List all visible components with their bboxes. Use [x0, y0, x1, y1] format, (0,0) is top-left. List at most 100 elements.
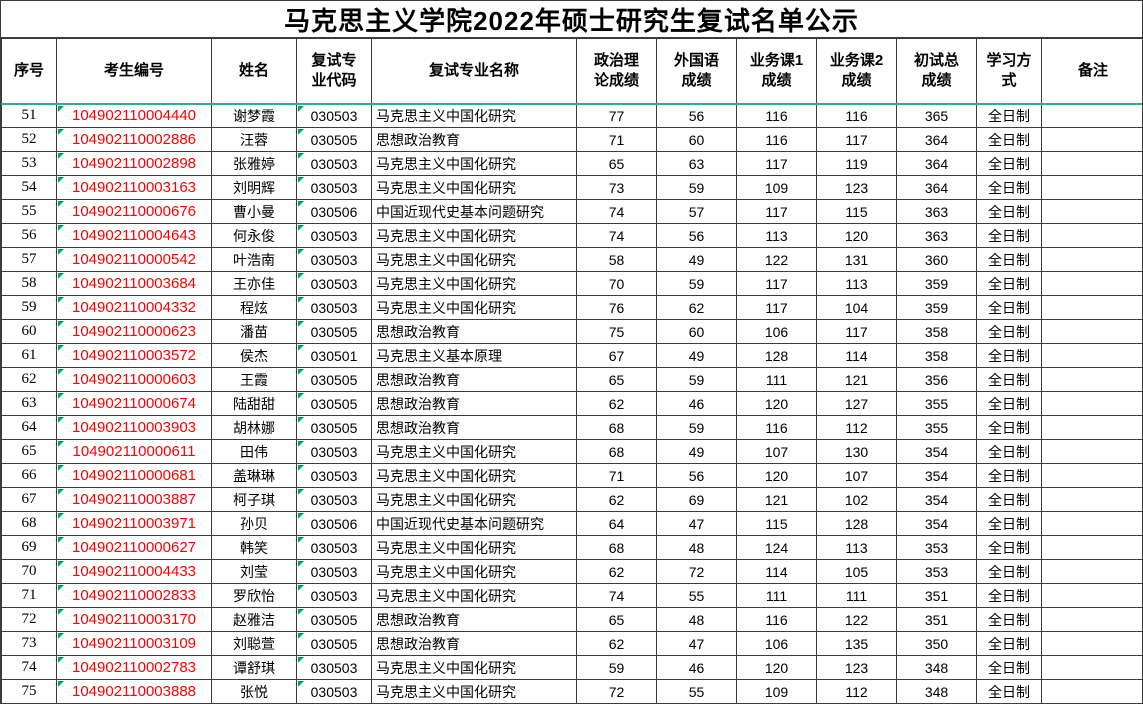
- cell-politics-score[interactable]: 71: [576, 463, 657, 488]
- cell-candidate-id[interactable]: 104902110002833: [56, 583, 212, 608]
- cell-study-mode[interactable]: 全日制: [976, 391, 1042, 416]
- cell-candidate-id[interactable]: 104902110002898: [56, 151, 212, 176]
- cell-seq[interactable]: 56: [1, 223, 57, 248]
- cell-subject2-score[interactable]: 127: [816, 391, 897, 416]
- cell-name[interactable]: 何永俊: [211, 223, 297, 248]
- cell-subject2-score[interactable]: 123: [816, 175, 897, 200]
- cell-total-score[interactable]: 359: [896, 295, 977, 320]
- cell-candidate-id[interactable]: 104902110003903: [56, 415, 212, 440]
- cell-seq[interactable]: 58: [1, 271, 57, 296]
- cell-foreign-language-score[interactable]: 49: [656, 439, 737, 464]
- cell-total-score[interactable]: 364: [896, 127, 977, 152]
- cell-major-code[interactable]: 030503: [296, 583, 372, 608]
- cell-candidate-id[interactable]: 104902110004643: [56, 223, 212, 248]
- cell-total-score[interactable]: 363: [896, 223, 977, 248]
- cell-total-score[interactable]: 354: [896, 463, 977, 488]
- cell-foreign-language-score[interactable]: 48: [656, 607, 737, 632]
- cell-total-score[interactable]: 354: [896, 439, 977, 464]
- cell-foreign-language-score[interactable]: 48: [656, 535, 737, 560]
- cell-foreign-language-score[interactable]: 57: [656, 199, 737, 224]
- cell-major-name[interactable]: 思想政治教育: [371, 631, 577, 656]
- cell-subject1-score[interactable]: 111: [736, 583, 817, 608]
- cell-subject1-score[interactable]: 116: [736, 415, 817, 440]
- cell-politics-score[interactable]: 58: [576, 247, 657, 272]
- cell-foreign-language-score[interactable]: 55: [656, 583, 737, 608]
- cell-total-score[interactable]: 348: [896, 679, 977, 703]
- cell-name[interactable]: 陆甜甜: [211, 391, 297, 416]
- cell-politics-score[interactable]: 77: [576, 103, 657, 128]
- cell-name[interactable]: 程炫: [211, 295, 297, 320]
- cell-politics-score[interactable]: 67: [576, 343, 657, 368]
- cell-study-mode[interactable]: 全日制: [976, 367, 1042, 392]
- cell-remarks[interactable]: [1041, 607, 1142, 632]
- cell-major-name[interactable]: 马克思主义中国化研究: [371, 439, 577, 464]
- cell-subject2-score[interactable]: 116: [816, 103, 897, 128]
- cell-remarks[interactable]: [1041, 487, 1142, 512]
- cell-major-code[interactable]: 030503: [296, 103, 372, 128]
- cell-name[interactable]: 柯子琪: [211, 487, 297, 512]
- cell-subject2-score[interactable]: 122: [816, 607, 897, 632]
- cell-foreign-language-score[interactable]: 49: [656, 343, 737, 368]
- cell-candidate-id[interactable]: 104902110003684: [56, 271, 212, 296]
- cell-seq[interactable]: 69: [1, 535, 57, 560]
- cell-subject2-score[interactable]: 119: [816, 151, 897, 176]
- cell-subject1-score[interactable]: 117: [736, 151, 817, 176]
- cell-seq[interactable]: 71: [1, 583, 57, 608]
- cell-remarks[interactable]: [1041, 199, 1142, 224]
- cell-name[interactable]: 刘明辉: [211, 175, 297, 200]
- cell-total-score[interactable]: 364: [896, 151, 977, 176]
- cell-subject1-score[interactable]: 128: [736, 343, 817, 368]
- cell-candidate-id[interactable]: 104902110000674: [56, 391, 212, 416]
- cell-subject2-score[interactable]: 121: [816, 367, 897, 392]
- cell-major-code[interactable]: 030505: [296, 631, 372, 656]
- cell-seq[interactable]: 75: [1, 679, 57, 703]
- cell-name[interactable]: 罗欣怡: [211, 583, 297, 608]
- cell-major-name[interactable]: 马克思主义中国化研究: [371, 175, 577, 200]
- cell-politics-score[interactable]: 65: [576, 607, 657, 632]
- cell-major-name[interactable]: 马克思主义中国化研究: [371, 223, 577, 248]
- cell-remarks[interactable]: [1041, 271, 1142, 296]
- cell-subject1-score[interactable]: 122: [736, 247, 817, 272]
- column-header-candidate-id[interactable]: 考生编号: [56, 38, 212, 105]
- cell-study-mode[interactable]: 全日制: [976, 607, 1042, 632]
- cell-foreign-language-score[interactable]: 60: [656, 127, 737, 152]
- cell-major-name[interactable]: 马克思主义中国化研究: [371, 487, 577, 512]
- cell-subject1-score[interactable]: 115: [736, 511, 817, 536]
- cell-study-mode[interactable]: 全日制: [976, 103, 1042, 128]
- cell-foreign-language-score[interactable]: 56: [656, 223, 737, 248]
- column-header-major-code[interactable]: 复试专业代码: [296, 38, 372, 105]
- cell-foreign-language-score[interactable]: 47: [656, 631, 737, 656]
- cell-subject2-score[interactable]: 135: [816, 631, 897, 656]
- cell-subject2-score[interactable]: 131: [816, 247, 897, 272]
- cell-study-mode[interactable]: 全日制: [976, 415, 1042, 440]
- cell-study-mode[interactable]: 全日制: [976, 511, 1042, 536]
- cell-seq[interactable]: 54: [1, 175, 57, 200]
- cell-politics-score[interactable]: 68: [576, 439, 657, 464]
- cell-major-name[interactable]: 思想政治教育: [371, 367, 577, 392]
- cell-remarks[interactable]: [1041, 583, 1142, 608]
- cell-major-code[interactable]: 030505: [296, 607, 372, 632]
- cell-study-mode[interactable]: 全日制: [976, 175, 1042, 200]
- cell-foreign-language-score[interactable]: 47: [656, 511, 737, 536]
- cell-candidate-id[interactable]: 104902110000627: [56, 535, 212, 560]
- cell-total-score[interactable]: 360: [896, 247, 977, 272]
- cell-major-code[interactable]: 030503: [296, 439, 372, 464]
- cell-politics-score[interactable]: 62: [576, 487, 657, 512]
- cell-candidate-id[interactable]: 104902110000542: [56, 247, 212, 272]
- cell-major-name[interactable]: 思想政治教育: [371, 319, 577, 344]
- cell-subject1-score[interactable]: 113: [736, 223, 817, 248]
- cell-subject1-score[interactable]: 117: [736, 199, 817, 224]
- cell-candidate-id[interactable]: 104902110000603: [56, 367, 212, 392]
- cell-major-name[interactable]: 马克思主义中国化研究: [371, 271, 577, 296]
- cell-major-code[interactable]: 030505: [296, 127, 372, 152]
- cell-major-code[interactable]: 030503: [296, 175, 372, 200]
- cell-total-score[interactable]: 351: [896, 607, 977, 632]
- cell-study-mode[interactable]: 全日制: [976, 487, 1042, 512]
- cell-foreign-language-score[interactable]: 56: [656, 463, 737, 488]
- cell-foreign-language-score[interactable]: 72: [656, 559, 737, 584]
- cell-subject1-score[interactable]: 109: [736, 175, 817, 200]
- cell-name[interactable]: 韩笑: [211, 535, 297, 560]
- cell-seq[interactable]: 61: [1, 343, 57, 368]
- cell-subject2-score[interactable]: 112: [816, 415, 897, 440]
- cell-remarks[interactable]: [1041, 535, 1142, 560]
